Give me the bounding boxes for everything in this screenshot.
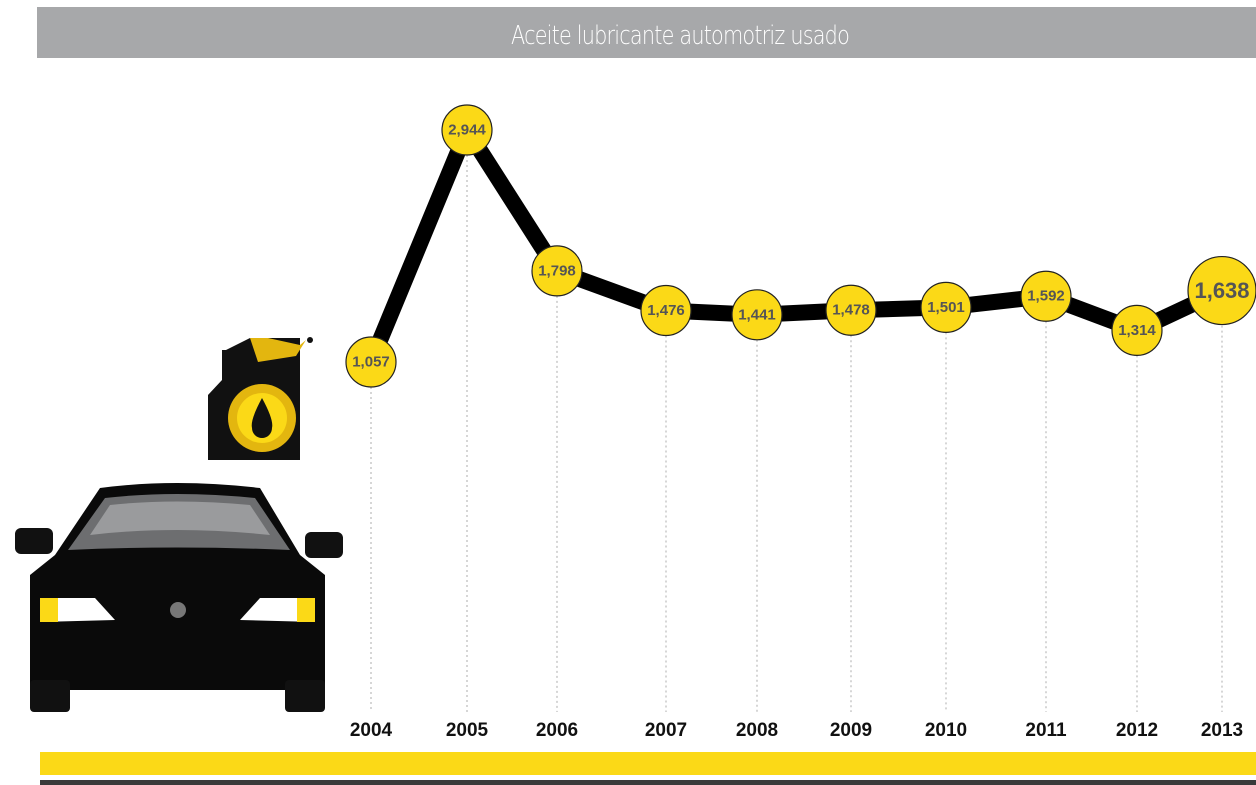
x-tick-label: 2004: [350, 720, 393, 741]
marker: [731, 289, 783, 341]
value-label: 1,798: [538, 262, 576, 279]
marker: [345, 336, 397, 388]
x-tick-label: 2006: [536, 720, 578, 741]
x-tick-label: 2010: [925, 720, 967, 741]
x-tick-label: 2008: [736, 720, 778, 741]
x-tick-label: 2011: [1025, 720, 1067, 741]
value-label: 1,476: [647, 302, 685, 319]
value-label: 1,592: [1027, 288, 1065, 305]
value-label: 1,314: [1118, 322, 1156, 339]
value-label: 1,478: [832, 302, 870, 319]
x-tick-label: 2005: [446, 720, 489, 741]
yellow-band: [40, 752, 1256, 775]
value-label: 1,441: [738, 306, 776, 323]
dark-band: [40, 780, 1256, 785]
x-tick-label: 2007: [645, 720, 687, 741]
value-label: 1,638: [1194, 278, 1249, 303]
marker: [825, 284, 877, 336]
x-tick-label: 2013: [1201, 720, 1243, 741]
car-icon: [15, 483, 343, 712]
marker: [1111, 304, 1163, 357]
marker: [441, 104, 493, 156]
x-tick-label: 2012: [1116, 720, 1158, 741]
marker: [920, 281, 972, 334]
value-label: 1,057: [352, 354, 390, 371]
marker: [1187, 255, 1256, 326]
title-bar: [37, 7, 1256, 58]
value-label: 1,501: [927, 299, 965, 316]
data-line: [363, 122, 1226, 366]
marker: [640, 284, 692, 337]
value-label: 2,944: [448, 122, 486, 139]
x-tick-label: 2009: [830, 720, 872, 741]
marker: [531, 245, 583, 297]
oil-can-icon: [208, 337, 313, 460]
chart-title: Aceite lubricante automotriz usado: [511, 20, 849, 51]
marker: [1020, 270, 1072, 322]
